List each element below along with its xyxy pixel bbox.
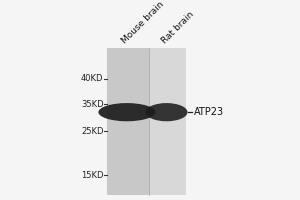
Text: Mouse brain: Mouse brain: [121, 0, 166, 46]
Bar: [148, 48, 186, 195]
Bar: [106, 48, 148, 195]
Ellipse shape: [98, 103, 155, 121]
Text: ATP23: ATP23: [194, 107, 224, 117]
Text: 15KD: 15KD: [81, 171, 103, 180]
Text: 35KD: 35KD: [81, 100, 103, 109]
Text: 25KD: 25KD: [81, 127, 103, 136]
Text: Rat brain: Rat brain: [160, 10, 196, 46]
Text: 40KD: 40KD: [81, 74, 103, 83]
Ellipse shape: [146, 103, 188, 121]
